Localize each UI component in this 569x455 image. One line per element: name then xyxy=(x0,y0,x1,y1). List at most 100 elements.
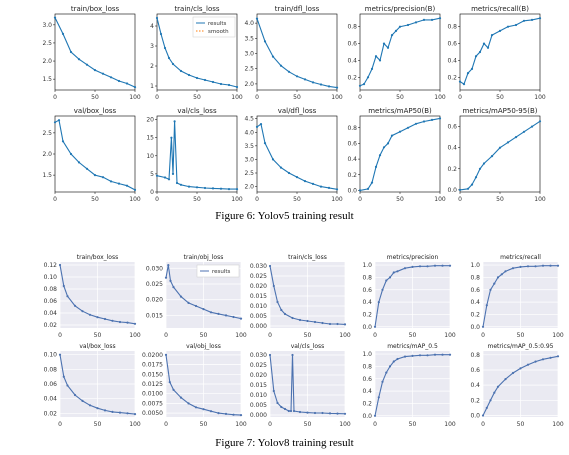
y-tick-label: 0.6 xyxy=(447,124,457,131)
data-point xyxy=(211,187,215,190)
x-tick-label: 0 xyxy=(155,196,159,203)
y-tick-label: 4 xyxy=(150,23,154,30)
x-tick-label: 100 xyxy=(231,196,243,203)
data-point xyxy=(438,117,442,120)
data-point xyxy=(227,188,231,191)
x-tick-label: 100 xyxy=(331,94,343,101)
y-tick-label: 0.6 xyxy=(362,376,372,383)
chart-train-obj-loss: train/obj_loss 0 50 100 0.015 0.020 0.025 0.030… xyxy=(146,254,247,339)
x-tick-label: 50 xyxy=(409,332,417,339)
data-point xyxy=(62,284,65,288)
data-point xyxy=(271,55,275,58)
data-point xyxy=(155,16,159,20)
y-tick-label: 0.8 xyxy=(470,274,480,281)
data-point xyxy=(287,70,291,73)
x-tick-label: 50 xyxy=(496,94,504,101)
data-point xyxy=(496,385,500,388)
x-tick-label: 50 xyxy=(304,421,312,428)
data-point xyxy=(271,158,275,161)
data-point xyxy=(511,267,515,270)
chart-metrics-precision: metrics/precision 0 50 100 0.0 0.2 0.4 0.6 0.8 1.… xyxy=(362,254,455,339)
chart-val-obj-loss: val/obj_loss 0 50 100 0.0050 0.0075 0.0100 0.01… xyxy=(142,343,247,428)
chart-title: val/box_loss xyxy=(79,343,115,350)
y-tick-label: 0.2 xyxy=(447,166,457,173)
figure-7-caption: Figure 7: Yolov8 training result xyxy=(215,437,354,449)
y-tick-label: 0.0 xyxy=(362,324,372,331)
data-point xyxy=(179,295,183,298)
x-tick-label: 0 xyxy=(53,94,57,101)
data-point xyxy=(335,86,339,89)
data-point xyxy=(377,396,380,399)
y-tick-label: 0.2 xyxy=(470,311,480,318)
x-tick-label: 50 xyxy=(94,332,102,339)
data-point xyxy=(155,174,159,177)
data-point xyxy=(111,319,114,322)
data-point xyxy=(58,353,62,356)
y-tick-label: 0.030 xyxy=(250,352,267,359)
data-point xyxy=(388,276,392,279)
y-tick-label: 0.010 xyxy=(250,392,267,399)
x-tick-label: 50 xyxy=(91,94,99,101)
y-tick-label: 0.6 xyxy=(347,41,357,48)
y-tick-label: 3.0 xyxy=(244,156,254,163)
data-point xyxy=(311,81,315,84)
data-point xyxy=(235,85,239,89)
data-point xyxy=(514,136,518,139)
chart-val-box-loss: val/box_loss 0 50 100 1.5 2.0 2.5 xyxy=(42,107,140,203)
y-tick-label: 0.0075 xyxy=(142,400,163,407)
data-point xyxy=(58,263,62,267)
y-tick-label: 0.12 xyxy=(44,262,58,269)
x-tick-label: 0 xyxy=(373,421,377,428)
data-point xyxy=(96,316,99,319)
data-point xyxy=(163,176,167,179)
data-point xyxy=(93,69,97,72)
x-tick-label: 0 xyxy=(164,332,168,339)
figure-yolov5: train/box_loss 0 50 100 1.5 2.0 2.5 3.0 train/cl… xyxy=(0,0,569,225)
data-point xyxy=(378,154,382,157)
chart-metrics-map50-b: metrics/mAP50(B) 0 50 100 0.0 0.2 0.4 0.6 0.8 xyxy=(347,107,445,203)
x-tick-label: 50 xyxy=(293,196,301,203)
x-tick-label: 50 xyxy=(396,196,404,203)
data-point xyxy=(493,282,496,285)
data-point xyxy=(81,310,84,313)
y-tick-label: 0.005 xyxy=(250,313,267,320)
y-tick-label: 0.0050 xyxy=(142,410,163,417)
data-point xyxy=(167,56,171,60)
chart-val-box-loss: val/box_loss 0 50 100 0.02 0.04 0.06 0.08 0.10 xyxy=(44,343,141,428)
data-point xyxy=(377,301,380,304)
y-tick-label: 20 xyxy=(146,117,154,124)
data-point xyxy=(306,411,309,414)
chart-title: train/box_loss xyxy=(77,254,118,261)
y-tick-label: 0.0175 xyxy=(142,362,163,369)
x-tick-label: 0 xyxy=(481,421,485,428)
x-tick-label: 0 xyxy=(268,332,272,339)
data-point xyxy=(526,265,530,268)
y-tick-label: 0.04 xyxy=(44,310,58,317)
data-point xyxy=(386,46,390,49)
data-point xyxy=(327,186,331,189)
y-tick-label: 0.02 xyxy=(44,410,58,417)
data-point xyxy=(522,130,526,133)
data-point xyxy=(172,286,175,289)
data-point xyxy=(126,321,129,324)
y-tick-label: 3.0 xyxy=(244,51,254,58)
data-point xyxy=(441,353,444,356)
chart-title: val/cls_loss xyxy=(177,107,217,115)
data-point xyxy=(61,140,65,143)
y-tick-label: 0.025 xyxy=(146,281,163,288)
data-point xyxy=(168,381,171,384)
chart-title: metrics/mAP_0.5 xyxy=(387,343,438,350)
y-tick-label: 0.015 xyxy=(250,293,267,300)
y-tick-label: 0.2 xyxy=(347,74,357,81)
y-tick-label: 0.030 xyxy=(146,265,163,272)
y-tick-label: 2.5 xyxy=(244,66,254,73)
data-point xyxy=(374,165,378,168)
legend-box xyxy=(192,16,236,38)
data-point xyxy=(362,83,366,86)
data-point xyxy=(406,23,410,27)
x-tick-label: 50 xyxy=(293,94,301,101)
x-tick-label: 0 xyxy=(358,94,362,101)
x-tick-label: 100 xyxy=(552,421,564,428)
data-point xyxy=(538,17,542,20)
data-point xyxy=(519,265,522,268)
